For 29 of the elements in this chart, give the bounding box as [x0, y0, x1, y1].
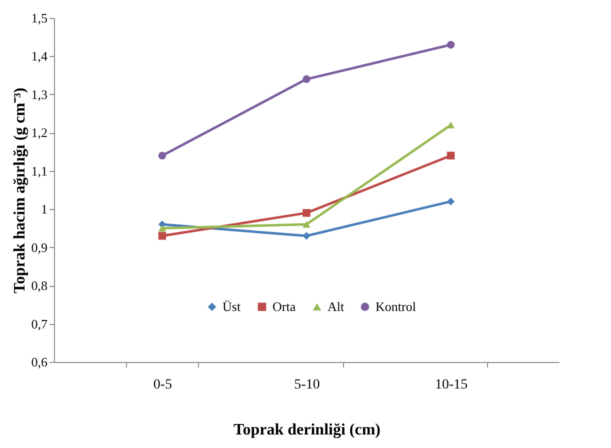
- point: [446, 198, 455, 206]
- point: [302, 221, 310, 228]
- point: [158, 152, 166, 160]
- y-tick-label: 0,9: [31, 240, 48, 255]
- point: [302, 209, 310, 217]
- y-tick-label: 1,2: [31, 125, 48, 140]
- y-tick-label: 1,5: [31, 10, 48, 26]
- x-tick-label: 10-15: [434, 378, 468, 392]
- y-tick-label: 1,4: [31, 48, 48, 64]
- point: [302, 232, 310, 240]
- point: [446, 40, 455, 49]
- point: [158, 232, 166, 240]
- legend-label: Orta: [272, 298, 296, 314]
- x-axis-title: Toprak derinliği (cm): [234, 422, 380, 438]
- y-tick-label: 1: [41, 202, 48, 217]
- point: [302, 75, 310, 84]
- legend-label: Kontrol: [376, 298, 416, 314]
- x-tick-label: 0-5: [153, 378, 172, 392]
- point: [446, 152, 455, 160]
- y-axis-title: Toprak hacim ağırlığı (g cm⁻³): [11, 88, 28, 294]
- legend-label: Üst: [222, 298, 241, 314]
- y-tick-label: 1,3: [31, 86, 48, 102]
- y-tick-label: 0,6: [31, 354, 48, 370]
- legend-label: Alt: [328, 298, 344, 314]
- y-tick-label: 0,8: [31, 278, 48, 294]
- y-tick-label: 1,1: [31, 163, 48, 178]
- point: [158, 224, 166, 232]
- y-tick-label: 0,7: [31, 316, 48, 332]
- x-tick-label: 5-10: [294, 378, 320, 392]
